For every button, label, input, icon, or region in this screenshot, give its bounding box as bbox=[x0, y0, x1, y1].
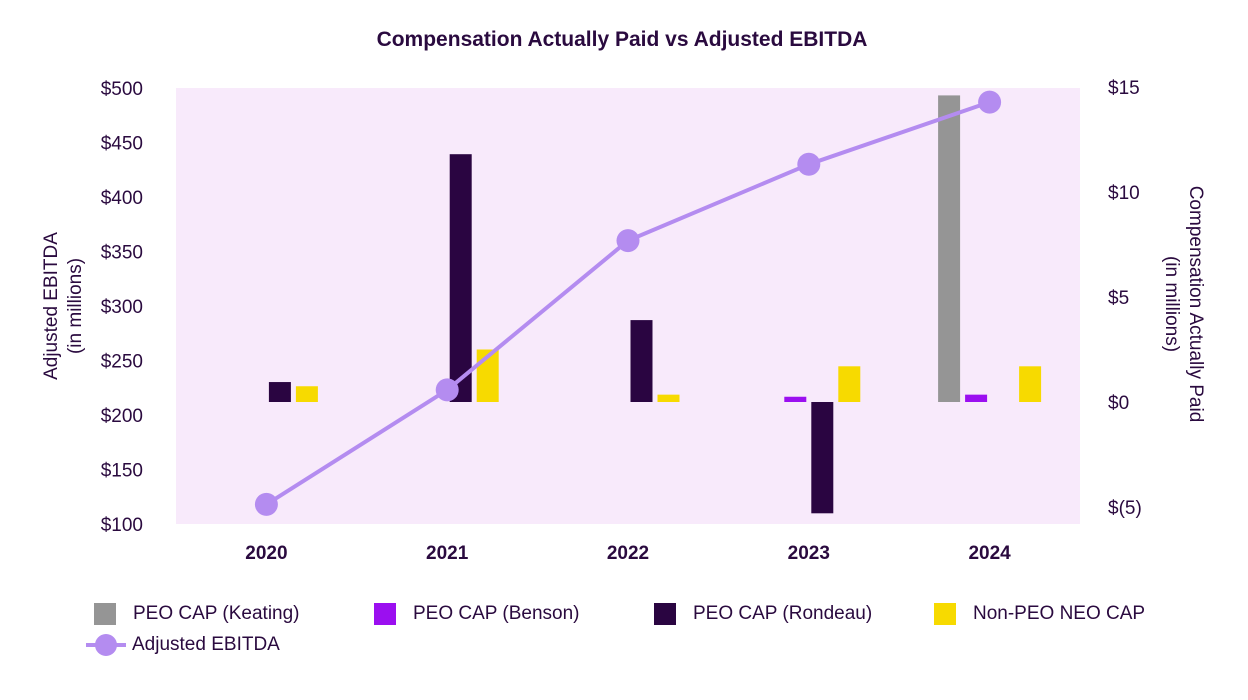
legend-label-rondeau: PEO CAP (Rondeau) bbox=[693, 603, 873, 624]
x-axis-ticks: 2020 2021 2022 2023 2024 bbox=[245, 543, 1011, 564]
bar-peo-cap-keating--2024 bbox=[938, 95, 961, 403]
legend-label-benson: PEO CAP (Benson) bbox=[413, 603, 580, 624]
bar-peo-cap-rondeau--2023 bbox=[811, 402, 834, 514]
left-tick-label: $250 bbox=[101, 352, 143, 373]
right-tick-label: $5 bbox=[1108, 288, 1129, 309]
ebitda-line bbox=[254, 90, 1002, 516]
ebitda-point-2021 bbox=[435, 378, 459, 402]
left-tick-label: $100 bbox=[101, 515, 143, 536]
right-tick-label: $15 bbox=[1108, 78, 1140, 99]
x-tick-label: 2023 bbox=[788, 543, 830, 564]
legend-swatch-rondeau bbox=[654, 603, 676, 625]
left-tick-label: $400 bbox=[101, 188, 143, 209]
legend-label-keating: PEO CAP (Keating) bbox=[133, 603, 300, 624]
legend-swatch-ebitda bbox=[86, 634, 126, 656]
bar-peo-cap-benson--2024 bbox=[965, 394, 988, 402]
left-tick-label: $500 bbox=[101, 79, 143, 100]
x-tick-label: 2024 bbox=[968, 543, 1011, 564]
bar-peo-cap-rondeau--2022 bbox=[630, 320, 653, 402]
bar-non-peo-neo-cap-2022 bbox=[657, 394, 680, 402]
left-axis-label: Adjusted EBITDA bbox=[41, 232, 62, 380]
bar-peo-cap-rondeau--2020 bbox=[268, 382, 291, 402]
legend-swatch-non-peo bbox=[934, 603, 956, 625]
left-tick-label: $150 bbox=[101, 461, 143, 482]
legend-item-non-peo: Non-PEO NEO CAP bbox=[934, 598, 1145, 630]
legend-item-benson: PEO CAP (Benson) bbox=[374, 598, 580, 630]
bars bbox=[268, 95, 1042, 514]
bar-peo-cap-rondeau--2021 bbox=[449, 154, 472, 402]
legend-item-keating: PEO CAP (Keating) bbox=[94, 598, 300, 630]
bar-non-peo-neo-cap-2020 bbox=[295, 386, 318, 402]
right-tick-label: $(5) bbox=[1108, 498, 1142, 519]
right-tick-label: $0 bbox=[1108, 393, 1129, 414]
bar-non-peo-neo-cap-2024 bbox=[1019, 366, 1042, 402]
left-tick-label: $200 bbox=[101, 406, 143, 427]
legend-label-non-peo: Non-PEO NEO CAP bbox=[973, 603, 1146, 624]
x-tick-label: 2022 bbox=[607, 543, 649, 564]
ebitda-point-2023 bbox=[797, 152, 821, 176]
ebitda-point-2022 bbox=[616, 229, 640, 253]
chart-title: Compensation Actually Paid vs Adjusted E… bbox=[377, 28, 868, 51]
left-tick-label: $450 bbox=[101, 134, 143, 155]
legend-swatch-keating bbox=[94, 603, 116, 625]
ebitda-point-2024 bbox=[978, 90, 1002, 114]
left-tick-label: $300 bbox=[101, 297, 143, 318]
ebitda-point-2020 bbox=[254, 492, 278, 516]
x-tick-label: 2020 bbox=[245, 543, 287, 564]
right-tick-label: $10 bbox=[1108, 183, 1140, 204]
legend-item-ebitda: Adjusted EBITDA bbox=[86, 629, 280, 661]
legend-label-ebitda: Adjusted EBITDA bbox=[132, 634, 280, 655]
x-tick-label: 2021 bbox=[426, 543, 469, 564]
legend-swatch-benson bbox=[374, 603, 396, 625]
bar-peo-cap-benson--2023 bbox=[784, 396, 807, 402]
left-axis-label-unit: (in millions) bbox=[65, 258, 86, 354]
left-tick-label: $350 bbox=[101, 243, 143, 264]
right-axis-label: Compensation Actually Paid bbox=[1185, 186, 1206, 423]
left-axis-ticks: $100 $150 $200 $250 $300 $350 $400 $450 $500 bbox=[101, 79, 143, 536]
legend-item-rondeau: PEO CAP (Rondeau) bbox=[654, 598, 872, 630]
right-axis-label-unit: (in millions) bbox=[1161, 256, 1182, 352]
right-axis-ticks: $15 $10 $5 $0 $(5) bbox=[1108, 78, 1142, 519]
bar-non-peo-neo-cap-2023 bbox=[838, 366, 861, 402]
plot-area bbox=[176, 88, 1080, 524]
